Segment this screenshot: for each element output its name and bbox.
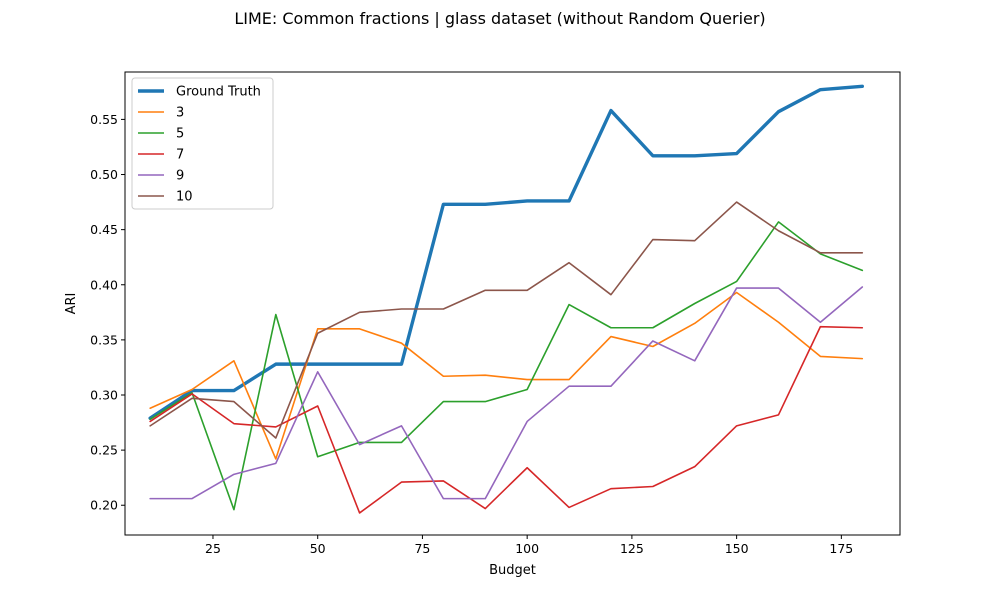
y-tick-label: 0.25 <box>90 443 118 458</box>
legend-label: 7 <box>176 148 184 163</box>
y-axis-label: ARI <box>64 293 79 315</box>
series-line-5 <box>149 221 864 511</box>
x-axis: 25 50 75 100 125 150 175 <box>205 535 853 556</box>
series-line-7 <box>149 325 864 514</box>
plot-area <box>124 71 901 536</box>
chart-title: LIME: Common fractions | glass dataset (… <box>234 9 765 28</box>
legend-label: 9 <box>176 169 184 184</box>
x-tick-label: 150 <box>725 541 749 556</box>
legend-box <box>131 77 274 210</box>
legend-label: 10 <box>176 190 193 205</box>
legend-label: 3 <box>176 106 184 121</box>
x-tick-label: 100 <box>515 541 539 556</box>
x-tick-label: 75 <box>414 541 430 556</box>
y-tick-label: 0.35 <box>90 332 118 347</box>
y-tick-label: 0.50 <box>90 167 118 182</box>
series-line-9 <box>149 286 864 500</box>
legend: Ground Truth 3 5 7 9 10 <box>131 77 274 210</box>
series-line-10 <box>149 201 864 439</box>
series-line-ground-truth <box>148 84 864 420</box>
x-tick-label: 25 <box>205 541 221 556</box>
x-axis-label: Budget <box>489 563 536 578</box>
y-tick-label: 0.45 <box>90 222 118 237</box>
y-tick-label: 0.30 <box>90 387 118 402</box>
y-tick-label: 0.20 <box>90 498 118 513</box>
legend-label: 5 <box>176 127 184 142</box>
series-line-3 <box>149 291 864 460</box>
y-tick-label: 0.40 <box>90 277 118 292</box>
x-tick-label: 125 <box>620 541 644 556</box>
y-tick-label: 0.55 <box>90 112 118 127</box>
series-layer <box>148 84 864 514</box>
legend-label: Ground Truth <box>176 85 261 100</box>
y-axis: 0.20 0.25 0.30 0.35 0.40 0.45 0.50 0.55 <box>90 112 125 513</box>
x-tick-label: 50 <box>310 541 326 556</box>
x-tick-label: 175 <box>829 541 853 556</box>
